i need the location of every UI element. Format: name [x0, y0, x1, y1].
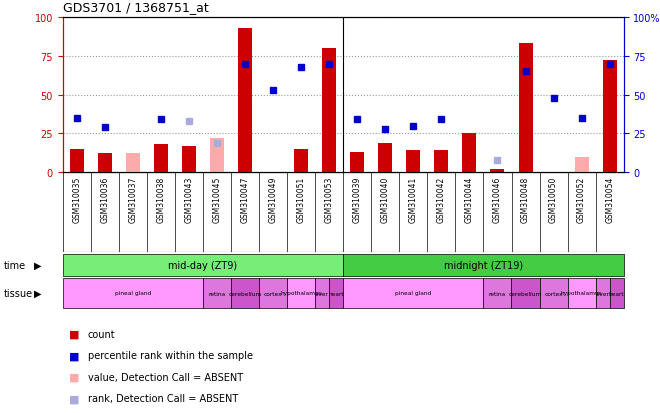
Text: pineal gland: pineal gland: [115, 291, 151, 296]
Text: liver: liver: [596, 291, 609, 296]
Text: GSM310036: GSM310036: [100, 177, 110, 223]
Bar: [126, 154, 140, 173]
Text: hypothalamus: hypothalamus: [561, 291, 603, 296]
Bar: [539, 278, 568, 308]
Text: time: time: [3, 260, 26, 271]
Bar: [287, 278, 315, 308]
Text: cerebellum: cerebellum: [509, 291, 542, 296]
Text: GSM310040: GSM310040: [381, 177, 390, 223]
Bar: [343, 278, 483, 308]
Text: retina: retina: [209, 291, 226, 296]
Text: GSM310053: GSM310053: [325, 177, 334, 223]
Text: heart: heart: [609, 291, 624, 296]
Bar: [238, 29, 252, 173]
Bar: [610, 278, 624, 308]
Text: retina: retina: [489, 291, 506, 296]
Bar: [350, 152, 364, 173]
Bar: [483, 278, 512, 308]
Bar: [512, 278, 539, 308]
Text: ■: ■: [69, 393, 80, 403]
Bar: [231, 278, 259, 308]
Text: GSM310049: GSM310049: [269, 177, 278, 223]
Text: cerebellum: cerebellum: [228, 291, 261, 296]
Text: liver: liver: [315, 291, 329, 296]
Text: GSM310046: GSM310046: [493, 177, 502, 223]
Bar: [434, 151, 448, 173]
Bar: [575, 157, 589, 173]
Bar: [182, 146, 196, 173]
Bar: [210, 139, 224, 173]
Bar: [463, 134, 477, 173]
Bar: [322, 49, 336, 173]
Text: GSM310051: GSM310051: [296, 177, 306, 223]
Text: GSM310037: GSM310037: [128, 177, 137, 223]
Text: GSM310042: GSM310042: [437, 177, 446, 223]
Bar: [378, 143, 392, 173]
Text: GSM310043: GSM310043: [184, 177, 193, 223]
Text: ▶: ▶: [34, 260, 42, 271]
Bar: [63, 254, 343, 276]
Bar: [294, 150, 308, 173]
Bar: [603, 61, 616, 173]
Bar: [70, 150, 84, 173]
Text: count: count: [88, 329, 115, 339]
Bar: [343, 254, 624, 276]
Text: GSM310048: GSM310048: [521, 177, 530, 223]
Bar: [154, 145, 168, 173]
Text: heart: heart: [329, 291, 344, 296]
Text: GSM310054: GSM310054: [605, 177, 614, 223]
Text: rank, Detection Call = ABSENT: rank, Detection Call = ABSENT: [88, 393, 238, 403]
Text: tissue: tissue: [3, 288, 32, 298]
Bar: [595, 278, 610, 308]
Text: ▶: ▶: [34, 288, 42, 298]
Text: GSM310038: GSM310038: [156, 177, 166, 223]
Text: GSM310035: GSM310035: [72, 177, 81, 223]
Text: value, Detection Call = ABSENT: value, Detection Call = ABSENT: [88, 372, 243, 382]
Text: GSM310052: GSM310052: [577, 177, 586, 223]
Text: midnight (ZT19): midnight (ZT19): [444, 260, 523, 271]
Bar: [575, 157, 589, 173]
Bar: [98, 154, 112, 173]
Text: ■: ■: [69, 372, 80, 382]
Bar: [315, 278, 329, 308]
Bar: [329, 278, 343, 308]
Bar: [407, 151, 420, 173]
Text: GSM310050: GSM310050: [549, 177, 558, 223]
Text: cortex: cortex: [264, 291, 282, 296]
Text: percentile rank within the sample: percentile rank within the sample: [88, 350, 253, 360]
Bar: [63, 278, 203, 308]
Text: GSM310047: GSM310047: [240, 177, 249, 223]
Text: GDS3701 / 1368751_at: GDS3701 / 1368751_at: [63, 1, 209, 14]
Text: mid-day (ZT9): mid-day (ZT9): [168, 260, 238, 271]
Text: GSM310044: GSM310044: [465, 177, 474, 223]
Bar: [490, 169, 504, 173]
Text: ■: ■: [69, 329, 80, 339]
Text: pineal gland: pineal gland: [395, 291, 432, 296]
Text: cortex: cortex: [544, 291, 563, 296]
Bar: [519, 44, 533, 173]
Text: GSM310045: GSM310045: [213, 177, 222, 223]
Text: ■: ■: [69, 350, 80, 360]
Text: GSM310041: GSM310041: [409, 177, 418, 223]
Text: GSM310039: GSM310039: [352, 177, 362, 223]
Text: hypothalamus: hypothalamus: [280, 291, 322, 296]
Bar: [259, 278, 287, 308]
Bar: [203, 278, 231, 308]
Bar: [568, 278, 595, 308]
